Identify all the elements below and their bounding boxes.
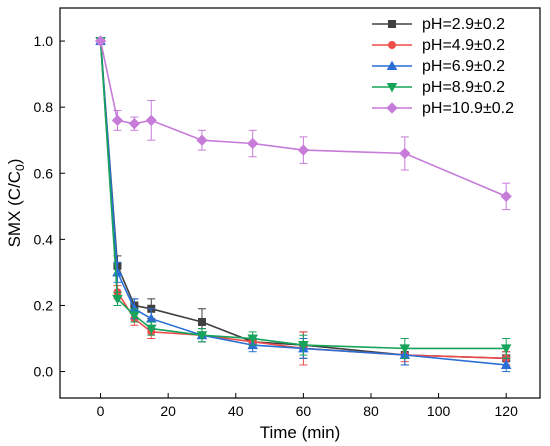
- legend-label: pH=2.9±0.2: [422, 16, 505, 33]
- x-tick-label: 0: [97, 403, 105, 419]
- data-point: [94, 35, 107, 47]
- y-tick-label: 0.6: [34, 165, 54, 181]
- legend-item: pH=4.9±0.2: [372, 37, 505, 54]
- data-point: [128, 118, 141, 130]
- data-point: [196, 331, 208, 341]
- y-tick-label: 1.0: [34, 33, 54, 49]
- x-tick-label: 100: [427, 403, 451, 419]
- x-tick-label: 60: [296, 403, 312, 419]
- legend-marker: [387, 41, 396, 50]
- legend-item: pH=8.9±0.2: [372, 79, 505, 96]
- x-tick-label: 120: [495, 403, 519, 419]
- data-point: [399, 147, 411, 160]
- y-axis-label-subscript: 0: [13, 164, 27, 171]
- y-tick-label: 0.0: [34, 364, 54, 380]
- data-point: [500, 359, 512, 369]
- data-point: [196, 134, 208, 146]
- legend: pH=2.9±0.2 pH=4.9±0.2 pH=6.9±0.2 pH=8.9±0.2…: [372, 16, 514, 117]
- y-axis-label-main: SMX (C/C: [5, 171, 24, 248]
- data-point: [298, 341, 309, 351]
- legend-label: pH=4.9±0.2: [422, 37, 505, 54]
- data-point: [399, 344, 411, 354]
- x-tick-label: 80: [363, 403, 379, 419]
- legend-marker: [386, 83, 398, 93]
- data-point: [247, 334, 258, 344]
- legend-marker: [386, 60, 398, 70]
- data-point: [247, 137, 259, 150]
- legend-label: pH=6.9±0.2: [422, 58, 505, 75]
- data-point: [145, 114, 157, 127]
- data-point: [111, 114, 124, 127]
- series-5: [94, 35, 512, 211]
- data-point: [500, 190, 512, 203]
- x-axis-label: Time (min): [260, 423, 341, 442]
- y-tick-label: 0.4: [34, 231, 54, 247]
- y-axis-label: SMX (C/C0): [5, 159, 27, 248]
- series-layer: [94, 35, 512, 373]
- axis-ticks: 0 20 40 60 80 100 120 0.0 0.2 0.4 0.6 0.8 1.0: [34, 33, 519, 419]
- legend-item: pH=6.9±0.2: [372, 58, 505, 75]
- legend-label: pH=10.9±0.2: [422, 100, 514, 117]
- legend-item: pH=2.9±0.2: [372, 16, 505, 33]
- data-point: [112, 294, 123, 305]
- legend-label: pH=8.9±0.2: [422, 79, 505, 96]
- y-tick-label: 0.2: [34, 297, 54, 313]
- legend-item: pH=10.9±0.2: [372, 100, 514, 117]
- data-point: [129, 311, 140, 321]
- data-point: [500, 344, 512, 354]
- data-point: [297, 144, 310, 156]
- y-axis-label-close: ): [5, 159, 24, 165]
- x-tick-label: 40: [228, 403, 244, 419]
- data-point: [145, 324, 157, 335]
- legend-marker: [386, 102, 398, 114]
- plot-frame: [59, 7, 541, 399]
- data-point: [197, 317, 206, 326]
- legend-marker: [387, 19, 396, 28]
- x-tick-label: 20: [160, 403, 176, 419]
- y-tick-label: 0.8: [34, 99, 54, 115]
